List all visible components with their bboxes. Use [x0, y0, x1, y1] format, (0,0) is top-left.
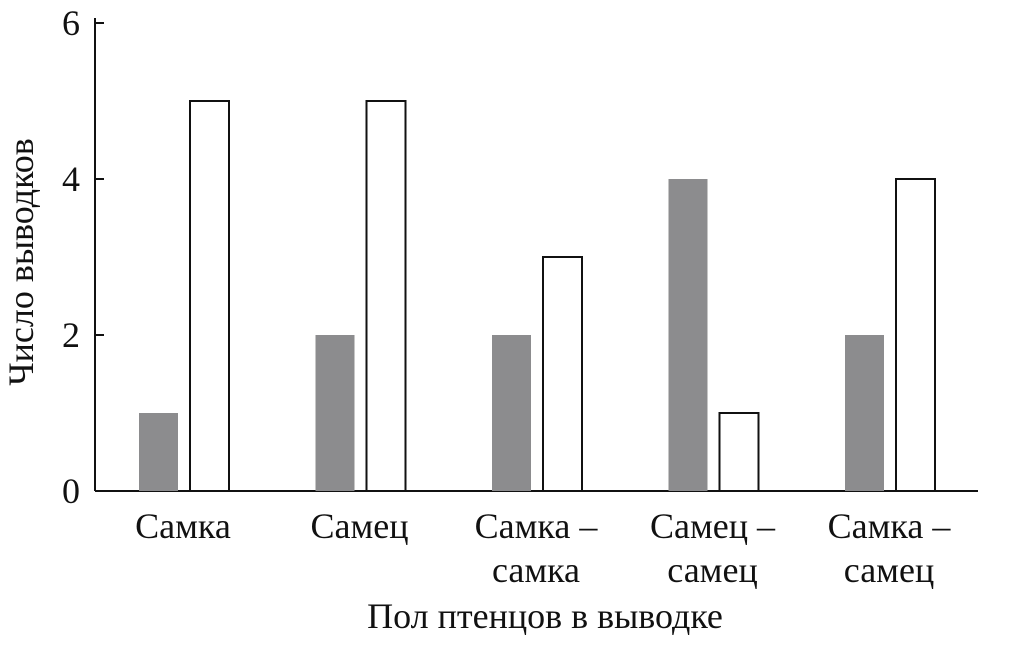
- x-tick-label: Самец –: [650, 506, 776, 546]
- x-tick-label: самец: [667, 550, 757, 590]
- axes: 0 2 4 6: [62, 3, 978, 511]
- bar: [845, 335, 884, 491]
- bar: [492, 335, 531, 491]
- bars: [139, 100, 936, 492]
- x-tick-label: самец: [844, 550, 934, 590]
- x-tick-label: самка: [492, 550, 580, 590]
- bar: [895, 178, 936, 492]
- y-axis-title: Число выводков: [1, 138, 41, 385]
- bar: [315, 335, 355, 491]
- bar: [668, 179, 708, 491]
- x-tick-label: Самка: [135, 506, 231, 546]
- y-tick-label: 6: [62, 3, 80, 43]
- y-tick-label: 2: [62, 315, 80, 355]
- x-tick-label: Самка –: [475, 506, 599, 546]
- bar: [542, 256, 583, 492]
- y-tick-label: 4: [62, 159, 80, 199]
- x-tick-label: Самка –: [828, 506, 952, 546]
- x-tick-label: Самец: [310, 506, 408, 546]
- y-tick-label: 0: [62, 471, 80, 511]
- x-axis-title: Пол птенцов в выводке: [367, 596, 723, 636]
- bar: [365, 100, 407, 492]
- bar: [718, 412, 760, 492]
- bar: [189, 100, 230, 492]
- bar: [139, 413, 178, 491]
